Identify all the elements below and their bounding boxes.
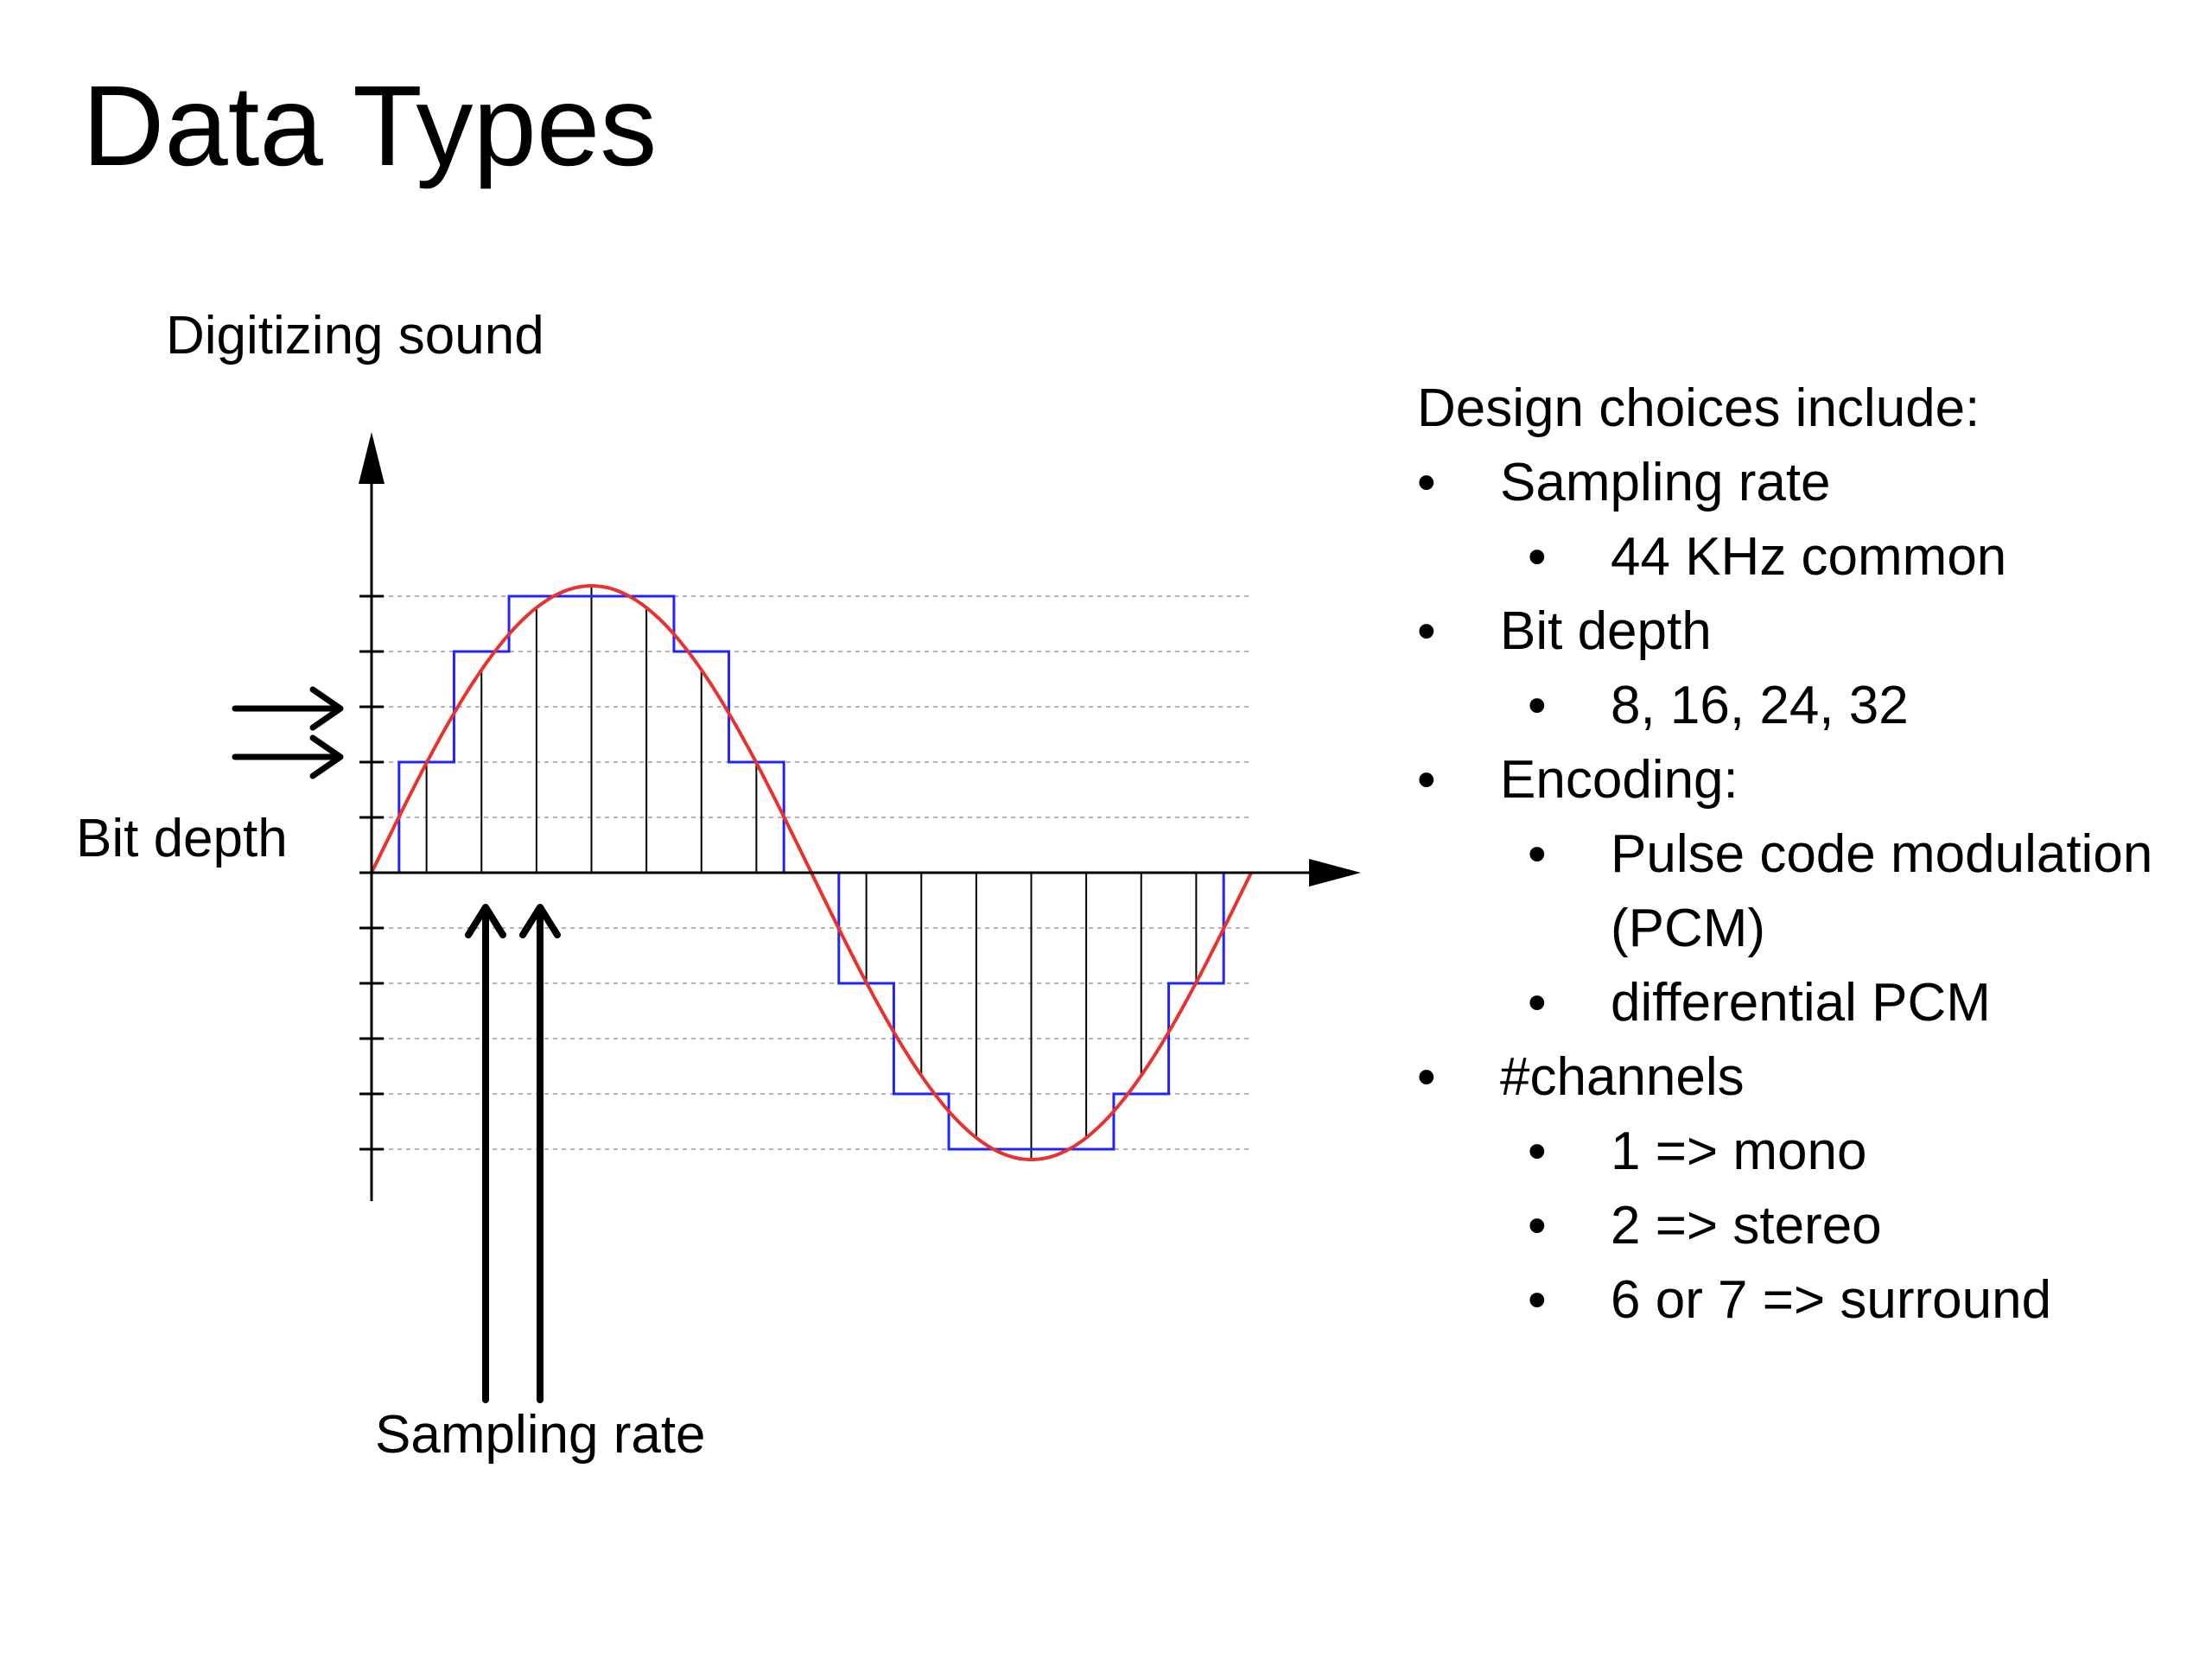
- choice-bit-depth: Bit depth 8, 16, 24, 32: [1417, 594, 2195, 743]
- choice-sub-item: 8, 16, 24, 32: [1417, 669, 2195, 743]
- choice-sub-item: Pulse code modulation (PCM): [1417, 817, 2195, 966]
- choice-sampling-rate: Sampling rate 44 KHz common: [1417, 446, 2195, 594]
- sample-lines: [425, 586, 1198, 1160]
- choice-label: #channels: [1500, 1047, 1745, 1107]
- design-choices: Design choices include: Sampling rate 44…: [1417, 372, 2195, 1338]
- choice-sub-item: 1 => mono: [1417, 1115, 2195, 1189]
- choice-encoding: Encoding: Pulse code modulation (PCM) di…: [1417, 743, 2195, 1040]
- choice-label: Bit depth: [1500, 601, 1712, 661]
- choices-heading: Design choices include:: [1417, 378, 1980, 438]
- choice-label: Encoding:: [1500, 750, 1738, 810]
- x-axis-arrowhead: [1309, 859, 1361, 887]
- choice-sub-item: 6 or 7 => surround: [1417, 1263, 2195, 1338]
- choice-label: Sampling rate: [1500, 453, 1831, 512]
- choice-sub-list: 8, 16, 24, 32: [1500, 669, 2195, 743]
- choices-list: Sampling rate 44 KHz common Bit depth 8,…: [1417, 446, 2195, 1338]
- choice-sub-list: 44 KHz common: [1500, 520, 2195, 594]
- sampling-rate-arrowhead-right: [519, 904, 561, 938]
- bit-depth-arrows: [232, 686, 344, 779]
- sampling-rate-arrows: [465, 904, 561, 1403]
- sampling-rate-label: Sampling rate: [375, 1405, 706, 1465]
- choice-sub-item: 44 KHz common: [1417, 520, 2195, 594]
- choice-sub-item: 2 => stereo: [1417, 1189, 2195, 1263]
- bit-depth-arrowhead-lower: [309, 734, 344, 779]
- sampling-rate-arrowhead-left: [465, 904, 506, 938]
- y-axis-ticks: [359, 594, 384, 1151]
- bit-depth-arrowhead-upper: [309, 686, 344, 731]
- choice-sub-item: differential PCM: [1417, 966, 2195, 1040]
- y-axis-arrowhead: [359, 432, 385, 484]
- slide-title: Data Types: [82, 62, 658, 189]
- choice-channels: #channels 1 => mono 2 => stereo 6 or 7 =…: [1417, 1040, 2195, 1338]
- bit-depth-label: Bit depth: [76, 809, 288, 868]
- choice-sub-list: Pulse code modulation (PCM) differential…: [1500, 817, 2195, 1040]
- axes: [359, 432, 1361, 1201]
- choice-sub-list: 1 => mono 2 => stereo 6 or 7 => surround: [1500, 1115, 2195, 1338]
- diagram-caption: Digitizing sound: [166, 306, 544, 365]
